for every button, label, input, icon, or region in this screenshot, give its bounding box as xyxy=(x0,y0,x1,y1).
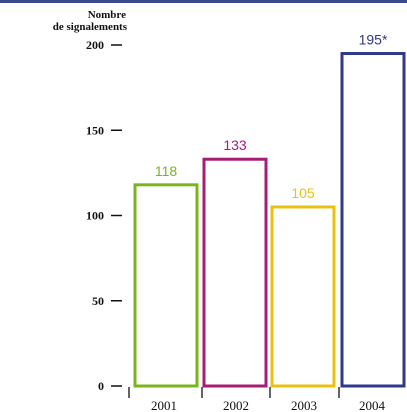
data-labels: 118 133 105 195* xyxy=(155,32,388,201)
y-tick-label: 150 xyxy=(86,123,104,137)
x-tick-label: 2003 xyxy=(291,398,317,412)
bar xyxy=(270,205,336,388)
y-tick-label: 200 xyxy=(86,38,104,52)
bar xyxy=(340,52,406,388)
data-label: 133 xyxy=(223,137,247,153)
y-axis-title: Nombre de signalements xyxy=(53,9,128,33)
y-axis-label: Nombre de signalements xyxy=(53,9,128,33)
bar xyxy=(133,183,199,388)
y-axis: 0 50 100 150 200 xyxy=(86,38,122,393)
y-tick-label: 0 xyxy=(98,379,104,393)
bar xyxy=(202,157,268,388)
bars xyxy=(133,52,406,388)
x-tick-label: 2002 xyxy=(223,398,249,412)
top-rule xyxy=(0,0,407,3)
data-label: 195* xyxy=(359,32,388,48)
y-tick-label: 50 xyxy=(92,294,104,308)
x-axis: 2001 2002 2003 2004 xyxy=(128,387,386,412)
data-label: 105 xyxy=(291,185,315,201)
x-tick-label: 2001 xyxy=(151,398,177,412)
y-tick-label: 100 xyxy=(86,209,104,223)
data-label: 118 xyxy=(155,163,178,179)
x-tick-label: 2004 xyxy=(359,398,386,412)
